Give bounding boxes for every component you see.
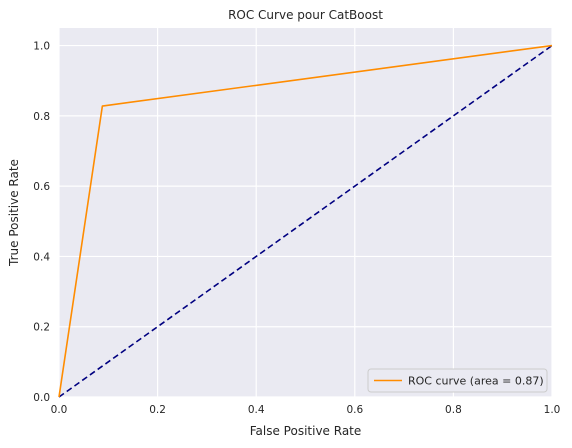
- x-tick-label: 0.0: [51, 404, 68, 416]
- y-tick-label: 1.0: [33, 41, 50, 53]
- y-tick-label: 0.8: [33, 111, 50, 123]
- chance-diagonal-line: [58, 44, 553, 398]
- y-tick-label: 0.4: [33, 251, 50, 263]
- x-tick-label: 0.4: [248, 404, 265, 416]
- y-tick-label: 0.6: [33, 181, 50, 193]
- chart-title: ROC Curve pour CatBoost: [228, 8, 383, 22]
- y-ticks: 0.0 0.2 0.4 0.6 0.8 1.0: [33, 41, 50, 404]
- legend: ROC curve (area = 0.87): [367, 368, 548, 393]
- x-tick-label: 0.8: [445, 404, 462, 416]
- x-tick-label: 1.0: [544, 404, 561, 416]
- x-tick-label: 0.2: [149, 404, 166, 416]
- x-tick-label: 0.6: [346, 404, 363, 416]
- y-tick-label: 0.0: [33, 392, 50, 404]
- legend-box: [367, 368, 548, 393]
- x-ticks: 0.0 0.2 0.4 0.6 0.8 1.0: [51, 404, 561, 416]
- legend-label-roc: ROC curve (area = 0.87): [408, 375, 544, 388]
- grid: [58, 28, 553, 398]
- y-tick-label: 0.2: [33, 322, 50, 334]
- y-axis-label: True Positive Rate: [7, 159, 21, 267]
- x-axis-label: False Positive Rate: [250, 424, 362, 438]
- plot-area: [59, 28, 552, 397]
- series-lines: [58, 44, 553, 398]
- roc-curve-line: [58, 44, 553, 398]
